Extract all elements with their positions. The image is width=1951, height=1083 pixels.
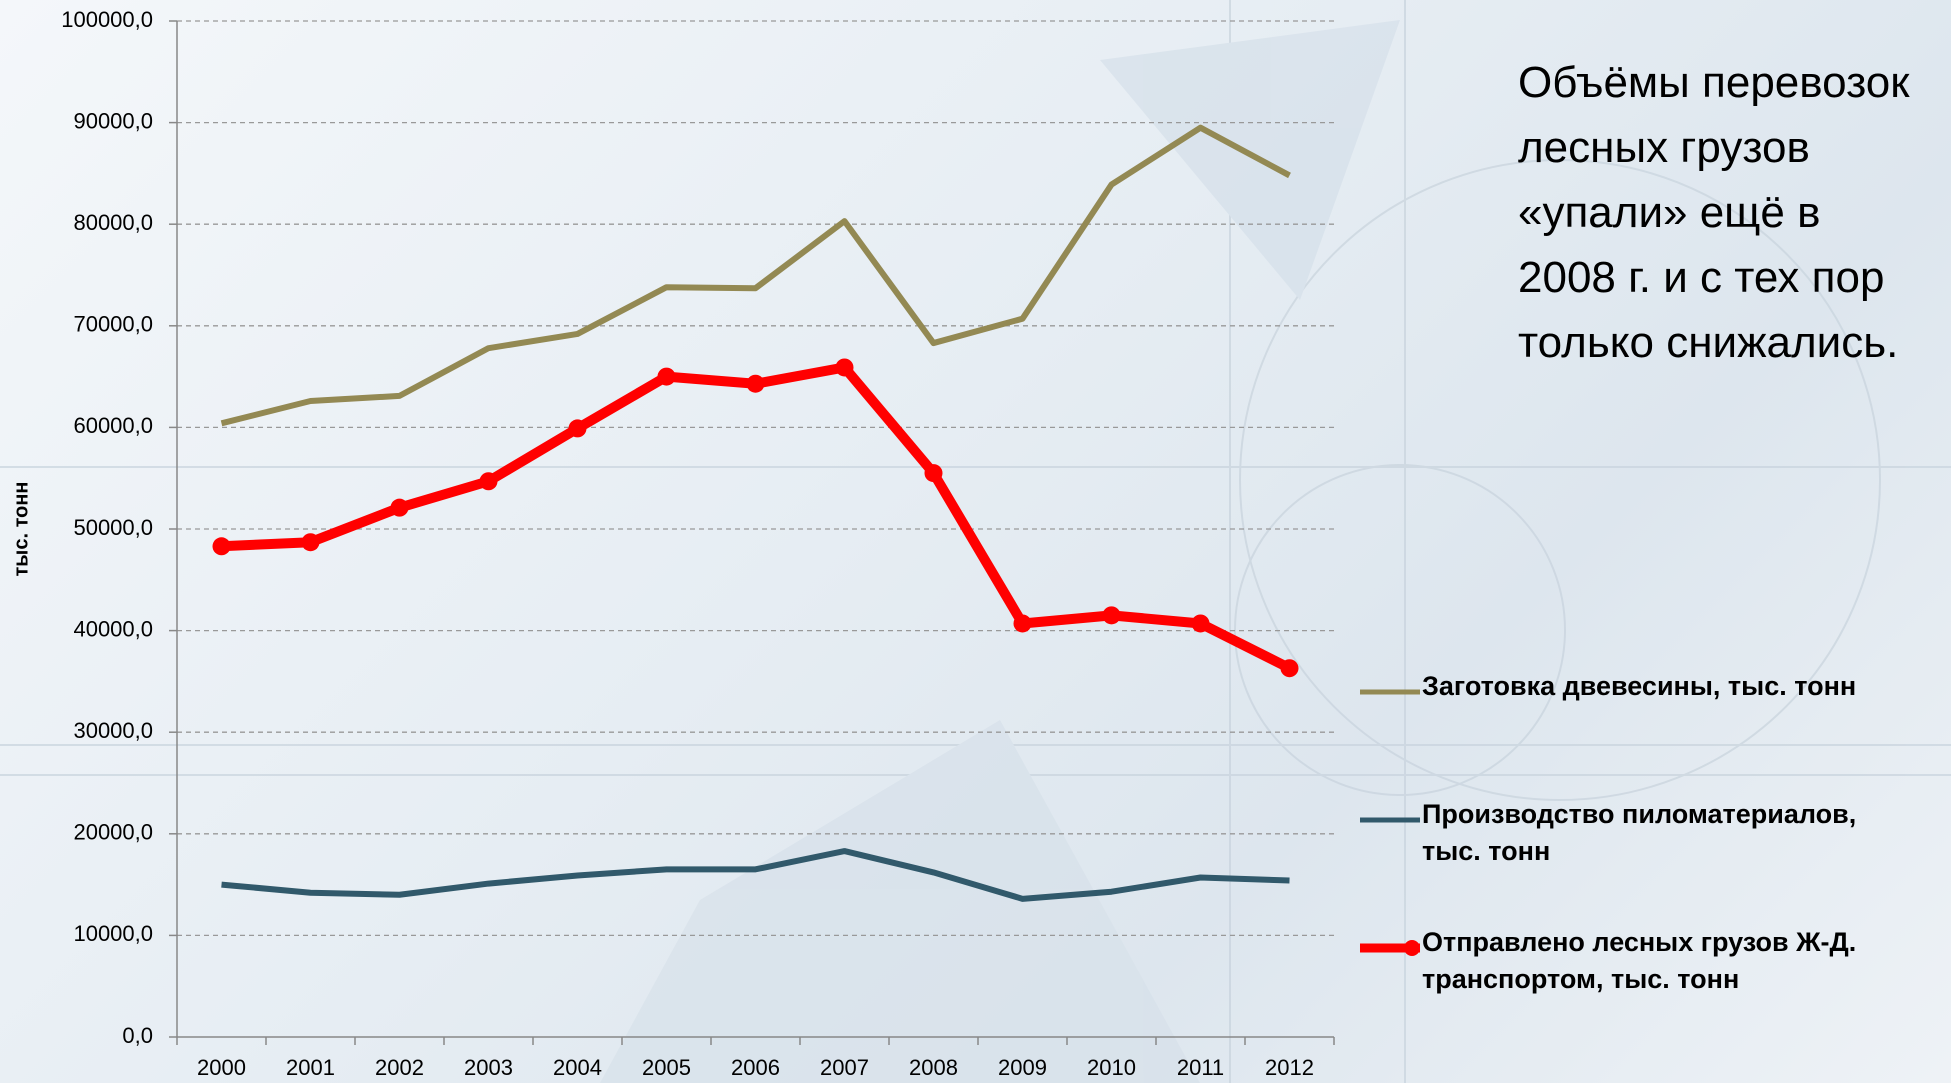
x-tick-label: 2000 xyxy=(197,1055,246,1080)
data-point xyxy=(746,374,765,393)
x-tick-label: 2012 xyxy=(1265,1055,1314,1080)
legend-swatch xyxy=(1360,940,1420,956)
legend-label: Производство пиломатериалов, тыс. тонн xyxy=(1422,799,1857,866)
x-tick-label: 2005 xyxy=(642,1055,691,1080)
annotation-line: лесных грузов xyxy=(1518,123,1810,172)
data-point xyxy=(1191,614,1210,633)
legend: Заготовка двевесины, тыс. тонн Производст… xyxy=(1360,668,1860,1052)
annotation-line: Объёмы перевозок xyxy=(1518,58,1910,107)
x-tick-label: 2008 xyxy=(909,1055,958,1080)
y-tick-label: 100000,0 xyxy=(61,7,153,32)
y-tick-label: 70000,0 xyxy=(73,312,153,337)
annotation-line: только снижались. xyxy=(1518,318,1899,367)
y-tick-label: 50000,0 xyxy=(73,515,153,540)
data-point xyxy=(924,464,943,483)
data-point xyxy=(835,358,854,377)
y-tick-label: 10000,0 xyxy=(73,921,153,946)
data-point xyxy=(1280,659,1299,678)
data-point xyxy=(1102,606,1121,625)
annotation: Объёмы перевозок лесных грузов «упали» ещё… xyxy=(1518,50,1910,375)
legend-label: Отправлено лесных грузов Ж-Д. транспорто… xyxy=(1422,927,1857,994)
x-tick-label: 2011 xyxy=(1177,1055,1224,1080)
series-line xyxy=(221,848,1290,902)
x-tick-label: 2001 xyxy=(286,1055,335,1080)
legend-item: Производство пиломатериалов, тыс. тонн xyxy=(1360,796,1860,924)
data-point xyxy=(479,472,498,491)
x-tick-label: 2009 xyxy=(998,1055,1047,1080)
legend-marker xyxy=(1404,940,1420,956)
series-line xyxy=(221,362,1292,673)
data-point xyxy=(657,367,676,386)
y-tick-label: 30000,0 xyxy=(73,718,153,743)
data-point xyxy=(568,419,587,438)
x-tick-label: 2003 xyxy=(464,1055,513,1080)
legend-swatch xyxy=(1360,689,1420,695)
legend-label: Заготовка двевесины, тыс. тонн xyxy=(1422,671,1857,701)
legend-swatch xyxy=(1360,817,1420,823)
x-tick-label: 2006 xyxy=(731,1055,780,1080)
y-tick-label: 0,0 xyxy=(122,1023,153,1048)
data-point xyxy=(1013,614,1032,633)
legend-item: Заготовка двевесины, тыс. тонн xyxy=(1360,668,1860,796)
y-tick-label: 60000,0 xyxy=(73,413,153,438)
annotation-line: 2008 г. и с тех пор xyxy=(1518,253,1885,302)
x-tick-label: 2010 xyxy=(1087,1055,1136,1080)
x-tick-label: 2007 xyxy=(820,1055,869,1080)
y-tick-label: 80000,0 xyxy=(73,210,153,235)
x-tick-label: 2002 xyxy=(375,1055,424,1080)
series-line xyxy=(220,124,1291,427)
y-tick-label: 40000,0 xyxy=(73,616,153,641)
data-point xyxy=(212,537,231,556)
data-point xyxy=(301,533,320,552)
y-tick-label: 90000,0 xyxy=(73,108,153,133)
legend-item: Отправлено лесных грузов Ж-Д. транспорто… xyxy=(1360,924,1860,1052)
x-tick-label: 2004 xyxy=(553,1055,602,1080)
y-axis-label: тыс. тонн xyxy=(10,481,32,576)
y-tick-label: 20000,0 xyxy=(73,820,153,845)
annotation-line: «упали» ещё в xyxy=(1518,188,1821,237)
data-point xyxy=(390,498,409,517)
